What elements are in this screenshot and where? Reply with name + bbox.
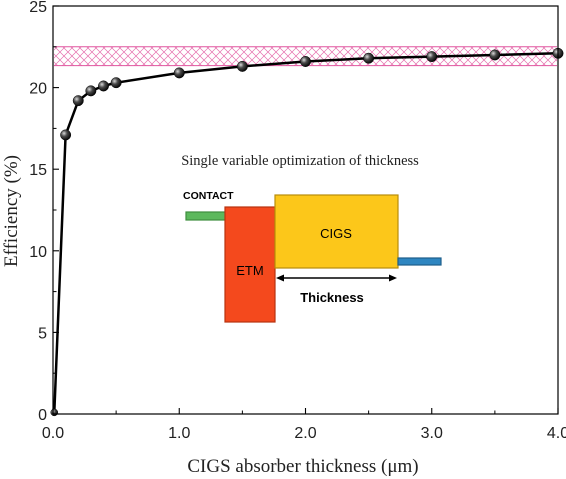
data-point (85, 85, 97, 97)
y-tick-label: 25 (29, 0, 47, 16)
data-point (300, 56, 311, 67)
data-point (173, 67, 185, 79)
axis-ticks: 0.0 1.0 2.0 3.0 4.0 0 5 10 15 20 25 (29, 0, 566, 442)
cigs-block (274, 194, 399, 269)
annotation-text: Single variable optimization of thicknes… (181, 153, 419, 169)
y-axis-label: Efficiency (%) (1, 155, 22, 267)
data-point (60, 129, 72, 141)
cigs-label: CIGS (320, 226, 352, 241)
y-tick-label: 5 (38, 325, 47, 342)
back-contact-bar (397, 257, 442, 266)
x-axis-label: CIGS absorber thickness (μm) (187, 456, 418, 477)
y-tick-label: 20 (29, 81, 47, 98)
x-tick-label: 4.0 (547, 425, 566, 442)
thickness-arrowhead-left (276, 274, 284, 282)
data-point (98, 80, 109, 92)
y-tick-label: 15 (29, 162, 47, 179)
thickness-arrowhead-right (389, 274, 397, 282)
data-point (236, 60, 248, 72)
device-inset: CONTACT ETM CIGS Thickness (183, 190, 442, 323)
data-point (72, 95, 84, 107)
x-tick-label: 0.0 (42, 425, 64, 442)
data-point (426, 51, 438, 63)
x-tick-label: 1.0 (168, 425, 190, 442)
data-point (363, 52, 375, 64)
data-point (50, 408, 59, 417)
thickness-label: Thickness (300, 290, 364, 305)
y-tick-label: 0 (38, 407, 47, 424)
data-point (489, 49, 501, 61)
data-point (110, 77, 122, 89)
contact-label: CONTACT (183, 190, 234, 202)
etm-label: ETM (236, 263, 263, 278)
contact-bar (185, 211, 227, 221)
y-tick-label: 10 (29, 244, 47, 261)
x-tick-label: 3.0 (421, 425, 443, 442)
x-tick-label: 2.0 (294, 425, 316, 442)
